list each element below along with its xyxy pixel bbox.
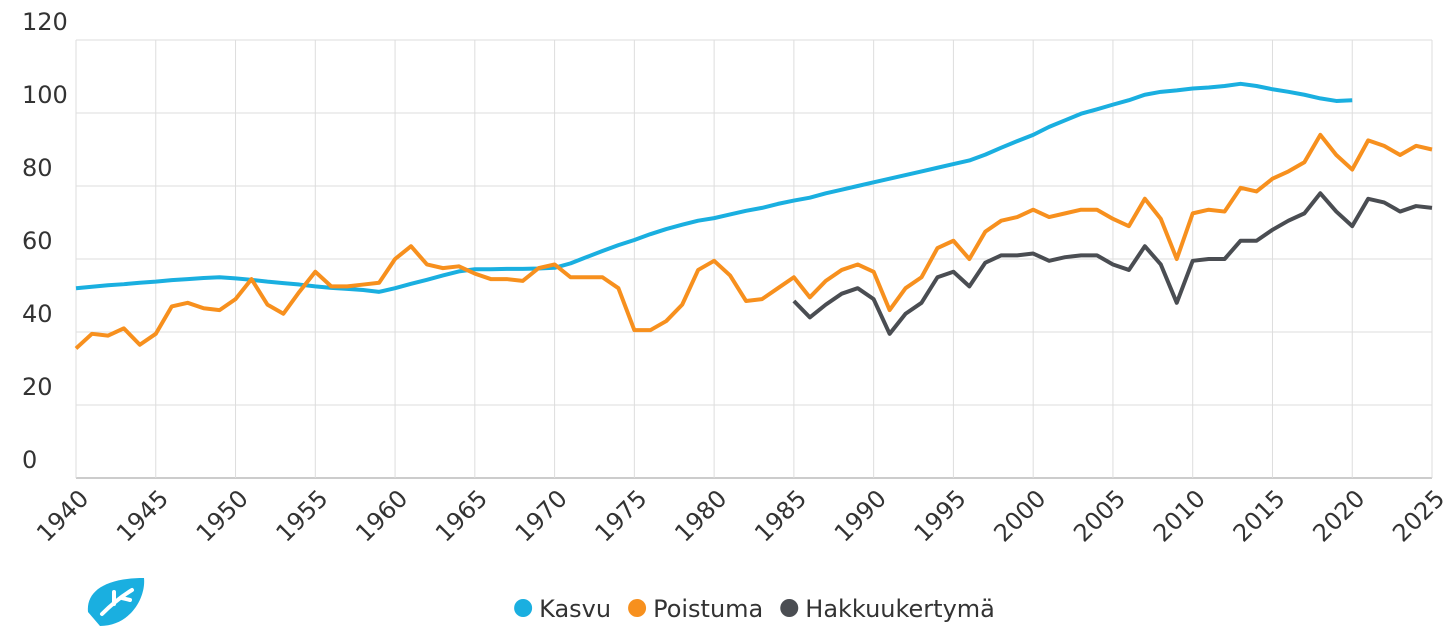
- x-tick-label: 2000: [988, 484, 1051, 547]
- x-tick-label: 2025: [1387, 484, 1446, 547]
- x-tick-label: 1955: [271, 484, 334, 547]
- legend-swatch: [780, 599, 799, 617]
- series-line: [792, 191, 1433, 336]
- y-tick-label: 100: [22, 81, 68, 109]
- y-tick-label: 40: [22, 300, 53, 328]
- x-tick-label: 1975: [590, 484, 653, 547]
- series-line: [75, 81, 1353, 294]
- x-tick-label: 1970: [510, 484, 573, 547]
- x-tick-label: 1940: [31, 484, 94, 547]
- logo: [87, 578, 145, 626]
- x-tick-label: 2010: [1148, 484, 1211, 547]
- legend-label: Kasvu: [539, 595, 611, 623]
- x-tick-label: 1945: [111, 484, 174, 547]
- y-tick-label: 120: [22, 8, 68, 36]
- legend-swatch: [514, 599, 533, 617]
- x-tick-label: 2015: [1228, 484, 1291, 547]
- x-tick-label: 1995: [909, 484, 972, 547]
- x-tick-label: 1950: [191, 484, 254, 547]
- y-tick-label: 60: [22, 227, 53, 255]
- y-tick-label: 20: [22, 373, 53, 401]
- x-tick-label: 1960: [350, 484, 413, 547]
- x-tick-label: 1985: [749, 484, 812, 547]
- legend-label: Poistuma: [653, 595, 763, 623]
- legend-swatch: [628, 599, 647, 617]
- legend-label: Hakkuukertymä: [805, 595, 995, 623]
- x-tick-label: 1980: [669, 484, 732, 547]
- x-tick-label: 2020: [1307, 484, 1370, 547]
- legend: Kasvu Poistuma Hakkuukertymä: [514, 595, 995, 623]
- x-tick-label: 2005: [1068, 484, 1131, 547]
- y-tick-label: 0: [22, 446, 37, 474]
- x-tick-label: 1965: [430, 484, 493, 547]
- x-tick-label: 1990: [829, 484, 892, 547]
- y-tick-label: 80: [22, 154, 53, 182]
- series-line: [74, 132, 1433, 350]
